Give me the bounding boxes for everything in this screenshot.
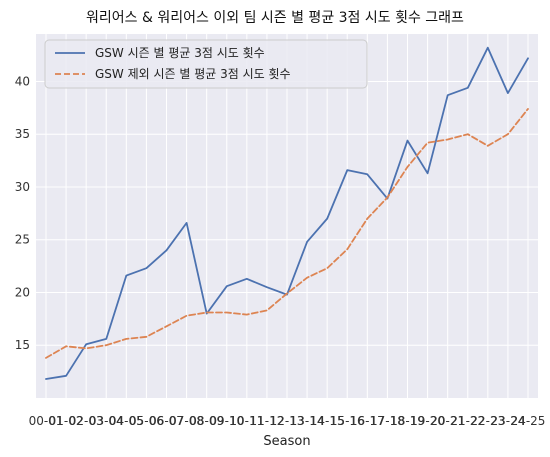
x-tick-label: 09-10: [209, 414, 244, 428]
x-tick-label: 15-16: [330, 414, 365, 428]
x-tick-label: 06-07: [149, 414, 184, 428]
grid: [36, 34, 538, 398]
y-tick-labels: 15 20 25 30 35 40: [15, 74, 30, 352]
x-tick-label: 14-15: [310, 414, 345, 428]
x-tick-label: 01-02: [49, 414, 84, 428]
x-tick-label: 07-08: [169, 414, 204, 428]
legend-label-others: GSW 제외 시즌 별 평균 3점 시도 횟수: [95, 67, 291, 81]
series-lines: [45, 46, 529, 380]
x-tick-labels: 00-0101-0202-0303-0404-0505-0606-0707-08…: [29, 414, 546, 428]
x-tick-label: 24-25: [511, 414, 546, 428]
legend-box: [44, 39, 368, 89]
x-tick-label: 04-05: [109, 414, 144, 428]
x-tick-label: 20-21: [430, 414, 465, 428]
x-tick-label: 03-04: [89, 414, 124, 428]
x-tick-label: 17-18: [370, 414, 405, 428]
y-tick-label: 40: [15, 74, 30, 88]
legend: GSW 시즌 별 평균 3점 시도 횟수 GSW 제외 시즌 별 평균 3점 시…: [44, 39, 368, 89]
x-tick-label: 19-20: [410, 414, 445, 428]
y-tick-label: 20: [15, 285, 30, 299]
x-tick-label: 22-23: [470, 414, 505, 428]
x-tick-label: 05-06: [129, 414, 164, 428]
x-tick-label: 16-17: [350, 414, 385, 428]
x-tick-label: 13-14: [290, 414, 325, 428]
x-tick-label: 00-01: [29, 414, 64, 428]
y-tick-label: 35: [15, 127, 30, 141]
legend-label-gsw: GSW 시즌 별 평균 3점 시도 횟수: [95, 46, 265, 60]
y-tick-label: 30: [15, 180, 30, 194]
x-tick-label: 11-12: [249, 414, 284, 428]
x-tick-label: 12-13: [270, 414, 305, 428]
y-tick-label: 15: [15, 338, 30, 352]
series-line-others: [45, 108, 529, 359]
x-tick-label: 18-19: [390, 414, 425, 428]
y-tick-label: 25: [15, 233, 30, 247]
x-tick-label: 08-09: [189, 414, 224, 428]
chart-title: 워리어스 & 워리어스 이외 팀 시즌 별 평균 3점 시도 횟수 그래프: [86, 10, 464, 26]
x-tick-label: 10-11: [229, 414, 264, 428]
x-axis-title: Season: [263, 434, 310, 449]
x-tick-label: 23-24: [490, 414, 525, 428]
x-tick-label: 21-22: [450, 414, 485, 428]
x-tick-label: 02-03: [69, 414, 104, 428]
